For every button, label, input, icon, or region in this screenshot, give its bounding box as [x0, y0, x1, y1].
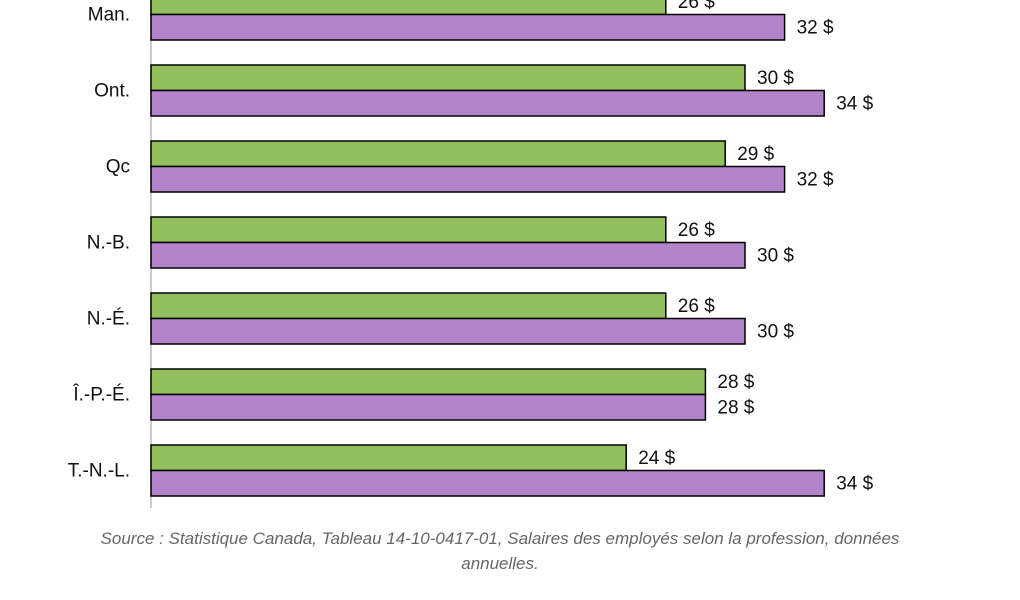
y-tick-label: Ont. [94, 81, 130, 102]
data-label: 24 $ [638, 448, 675, 469]
data-label: 30 $ [757, 245, 794, 266]
bar [150, 469, 825, 497]
bar [150, 444, 627, 472]
bar [150, 317, 746, 345]
bar [150, 292, 667, 320]
y-tick-label: Qc [106, 157, 130, 178]
source-note: Source : Statistique Canada, Tableau 14-… [100, 529, 900, 573]
y-tick-label: N.-B. [87, 233, 130, 254]
y-tick-label: Man. [88, 5, 130, 26]
data-label: 32 $ [797, 169, 834, 190]
bar [150, 368, 707, 396]
bar [150, 241, 746, 269]
y-tick-label: Î.-P.-É. [72, 384, 130, 406]
data-label: 26 $ [678, 296, 715, 317]
bar [150, 13, 786, 41]
data-label: 28 $ [717, 372, 754, 393]
bar [150, 0, 667, 16]
data-label: 29 $ [737, 144, 774, 165]
bar [150, 393, 707, 421]
chart: Man. 26 $ 32 $ Ont. 30 $ 34 $ Qc 29 $ 32 $ N.-B. 2… [68, 0, 874, 508]
y-tick-label: N.-É. [87, 309, 130, 330]
bar [150, 89, 825, 117]
y-tick-label: T.-N.-L. [68, 461, 130, 482]
bar [150, 64, 746, 92]
data-label: 26 $ [678, 220, 715, 241]
data-label: 34 $ [836, 93, 873, 114]
data-label: 28 $ [717, 397, 754, 418]
bar [150, 216, 667, 244]
data-label: 32 $ [797, 17, 834, 38]
data-label: 30 $ [757, 321, 794, 342]
bar [150, 140, 726, 168]
bar [150, 165, 786, 193]
data-label: 26 $ [678, 0, 715, 13]
data-label: 34 $ [836, 473, 873, 494]
data-label: 30 $ [757, 68, 794, 89]
